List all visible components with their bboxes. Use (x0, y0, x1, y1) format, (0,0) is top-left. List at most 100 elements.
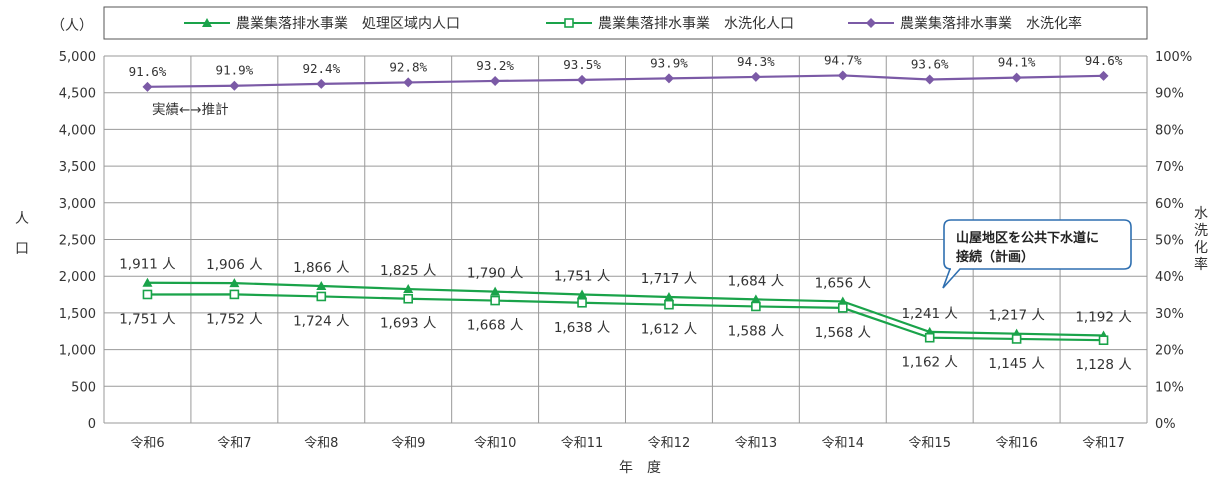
data-label: 1,638 人 (554, 320, 611, 336)
left-axis-title: 人口 (15, 211, 29, 257)
square-marker (751, 301, 761, 312)
left-axis-unit: （人） (51, 18, 93, 34)
left-tick-label: 1,500 (59, 307, 96, 322)
square-marker (664, 299, 674, 310)
data-label: 1,588 人 (728, 323, 785, 339)
diamond-marker (316, 78, 327, 89)
data-label: 1,693 人 (380, 316, 437, 332)
left-tick-label: 2,000 (59, 270, 96, 285)
data-label: 94.7% (824, 52, 862, 67)
right-axis-ticks: 0% 10% 20% 30% 40% 50% 60% 70% 80% 90% 100% (1155, 50, 1192, 432)
square-marker (924, 332, 935, 343)
data-label: 1,612 人 (641, 322, 698, 338)
data-label: 93.6% (911, 56, 949, 71)
callout-bubble (942, 219, 1132, 289)
data-label: 1,911 人 (119, 257, 176, 273)
right-tick-label: 70% (1155, 160, 1184, 175)
right-tick-label: 40% (1155, 270, 1184, 285)
square-marker (316, 291, 327, 302)
legend: 農業集落排水事業 処理区域内人口 農業集落排水事業 水洗化人口 農業集落排水事業 水… (103, 6, 1148, 40)
right-tick-label: 90% (1155, 87, 1184, 102)
square-marker (229, 289, 240, 300)
triangle-marker (142, 277, 153, 287)
left-axis-title-char: 口 (15, 241, 29, 257)
diamond-marker (577, 74, 588, 85)
x-tick-label: 令和13 (735, 436, 778, 451)
square-marker (1098, 335, 1109, 346)
data-label: 94.1% (998, 55, 1036, 70)
left-axis-title-char: 人 (15, 211, 29, 227)
x-tick-label: 令和15 (908, 436, 951, 451)
triangle-marker (750, 294, 761, 304)
triangle-marker (403, 284, 414, 294)
right-axis-title-char: 率 (1194, 256, 1208, 273)
square-marker (577, 297, 587, 308)
series-markers (142, 70, 1109, 346)
square-marker (1011, 334, 1022, 344)
data-label: 1,751 人 (554, 268, 611, 284)
x-tick-label: 令和14 (822, 436, 865, 451)
left-tick-label: 5,000 (59, 50, 96, 65)
data-label: 1,752 人 (206, 311, 263, 327)
grid (103, 55, 1148, 424)
right-axis-title-char: 洗 (1194, 223, 1208, 239)
data-label: 1,668 人 (467, 318, 524, 334)
square-marker (837, 303, 848, 313)
series-line (147, 281, 1104, 337)
right-tick-label: 50% (1155, 234, 1184, 249)
data-label: 93.2% (476, 58, 514, 73)
legend-label: 農業集落排水事業 水洗化人口 (598, 15, 794, 32)
triangle-marker (490, 286, 501, 296)
data-label: 1,656 人 (815, 275, 872, 291)
transition-annotation: 実績←→推計 (152, 102, 229, 118)
diamond-marker (490, 75, 501, 86)
right-tick-label: 0% (1155, 417, 1176, 432)
x-tick-label: 令和8 (304, 436, 338, 451)
square-marker (564, 18, 574, 28)
left-tick-label: 4,000 (59, 123, 96, 138)
data-label: 92.8% (389, 59, 427, 74)
triangle-marker (229, 278, 240, 288)
data-label: 1,684 人 (728, 273, 785, 289)
x-tick-label: 令和7 (217, 436, 251, 451)
data-label: 1,192 人 (1075, 310, 1132, 326)
x-tick-label: 令和10 (474, 436, 517, 451)
data-label: 1,717 人 (641, 271, 698, 287)
diamond-marker (1098, 70, 1109, 81)
x-tick-label: 令和11 (561, 436, 604, 451)
x-tick-label: 令和12 (648, 436, 691, 451)
callout-line-1: 山屋地区を公共下水道に (956, 230, 1099, 246)
diamond-marker (866, 18, 876, 28)
triangle-marker (577, 289, 588, 299)
data-label: 1,724 人 (293, 313, 350, 329)
diamond-marker (403, 77, 414, 88)
data-label: 91.6% (129, 64, 167, 79)
data-label: 1,825 人 (380, 263, 437, 279)
diamond-marker (750, 71, 761, 82)
data-label: 94.6% (1085, 53, 1123, 68)
data-label: 93.9% (650, 55, 688, 70)
left-tick-label: 500 (71, 380, 96, 395)
diamond-marker (142, 81, 153, 92)
square-marker (490, 295, 500, 306)
data-label: 1,568 人 (815, 325, 872, 341)
right-tick-label: 60% (1155, 197, 1184, 212)
x-axis-ticks: 令和6 令和7 令和8 令和9 令和10 令和11 令和12 令和13 令和14 令和15 令和16… (130, 436, 1124, 451)
callout: 山屋地区を公共下水道に 接続（計画） (942, 219, 1132, 289)
left-tick-label: 3,500 (59, 160, 96, 175)
legend-label: 農業集落排水事業 処理区域内人口 (236, 15, 460, 32)
x-tick-label: 令和6 (130, 436, 164, 451)
data-label: 93.5% (563, 57, 601, 72)
diamond-marker (663, 73, 674, 84)
series-line (147, 74, 1104, 88)
data-label: 1,241 人 (901, 306, 958, 322)
series-line (147, 293, 1104, 342)
x-axis-title: 年 度 (619, 460, 661, 476)
x-tick-label: 令和17 (1082, 436, 1125, 451)
left-tick-label: 1,000 (59, 344, 96, 359)
right-tick-label: 10% (1155, 380, 1184, 395)
diamond-marker (837, 70, 848, 81)
diamond-marker (229, 80, 240, 91)
data-label: 1,866 人 (293, 260, 350, 276)
